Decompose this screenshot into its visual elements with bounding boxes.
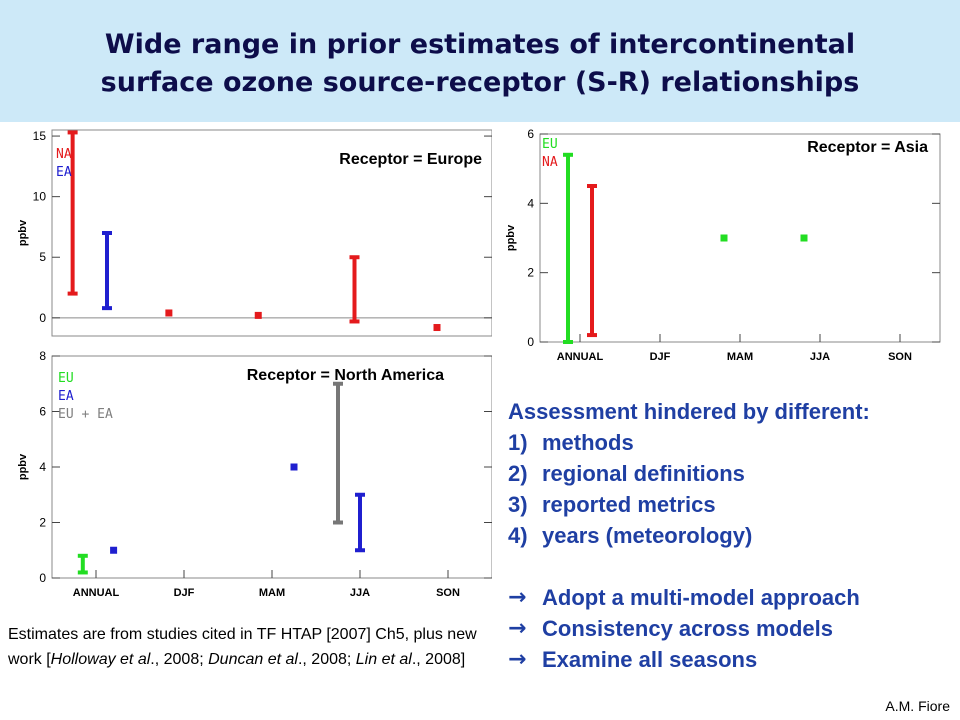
item-number: 1) <box>508 430 528 455</box>
footnote: Estimates are from studies cited in TF H… <box>8 622 498 672</box>
chart-svg: 0 5 10 15 ppbv NA EA Receptor = Europe <box>17 129 492 337</box>
data-point <box>254 311 262 319</box>
assessment-item: 2) regional definitions <box>508 458 870 489</box>
chart-europe: 0 5 10 15 ppbv NA EA Receptor = Europe <box>8 124 492 344</box>
chart-asia: 0 2 4 6 ppbv ANNUAL DJF MAM JJA SON EU NA Receptor =… <box>500 124 948 368</box>
chart-title: Receptor = North America <box>247 367 444 384</box>
y-tick-label: 15 <box>33 129 47 143</box>
x-tick-label: ANNUAL <box>73 587 120 599</box>
y-tick-label: 4 <box>527 196 534 210</box>
arrow-right-icon: → <box>508 647 527 672</box>
title-banner <box>0 0 960 122</box>
y-axis-label: ppbv <box>17 453 29 480</box>
assessment-heading: Assessment hindered by different: <box>508 399 870 424</box>
y-tick-label: 4 <box>39 460 46 474</box>
footnote-author: Duncan et al <box>208 651 298 668</box>
footnote-text: Estimates are from studies cited in TF H… <box>8 626 477 668</box>
action-text: Examine all seasons <box>542 647 758 672</box>
assessment-item: 3) reported metrics <box>508 489 870 520</box>
footnote-text: ., 2008] <box>411 651 466 668</box>
legend-entry: EU <box>58 371 74 386</box>
range-bar <box>333 381 343 525</box>
legend-entry: EA <box>58 389 74 404</box>
data-point <box>800 234 808 242</box>
range-bar <box>563 152 573 344</box>
y-tick-label: 8 <box>39 350 46 363</box>
x-tick-label: JJA <box>350 587 370 599</box>
y-tick-label: 5 <box>39 250 46 264</box>
x-tick-label: SON <box>888 351 912 363</box>
chart-svg: 0 2 4 6 ppbv ANNUAL DJF MAM JJA SON EU NA Receptor =… <box>505 127 941 363</box>
legend-entry: EA <box>56 165 72 180</box>
x-tick-label: MAM <box>727 351 753 363</box>
assessment-item: 4) years (meteorology) <box>508 520 870 551</box>
action-item: → Consistency across models <box>508 613 870 644</box>
chart-north-america: 0 2 4 6 8 ppbv ANNUAL DJF MAM JJA SON EU EA EU + EA Re… <box>8 350 492 612</box>
chart-title: Receptor = Europe <box>339 151 482 168</box>
legend-entry: NA <box>56 147 72 162</box>
slide-title: Wide range in prior estimates of interco… <box>0 26 960 102</box>
x-tick-label: DJF <box>650 351 671 363</box>
action-text: Consistency across models <box>542 616 834 641</box>
legend-entry: EU + EA <box>58 407 113 422</box>
x-tick-label: JJA <box>810 351 830 363</box>
plot-frame <box>539 133 941 343</box>
y-tick-label: 2 <box>39 516 46 530</box>
action-text: Adopt a multi-model approach <box>542 585 860 610</box>
chart-svg: 0 2 4 6 8 ppbv ANNUAL DJF MAM JJA SON EU EA EU + EA Re… <box>17 350 492 599</box>
item-text: reported metrics <box>542 492 716 517</box>
item-text: methods <box>542 430 634 455</box>
y-tick-label: 0 <box>39 311 46 325</box>
item-text: years (meteorology) <box>542 523 753 548</box>
item-number: 3) <box>508 492 528 517</box>
footnote-author: Holloway et al <box>50 651 151 668</box>
range-bar <box>587 184 597 338</box>
plot-frame <box>51 355 492 579</box>
y-tick-label: 6 <box>39 405 46 419</box>
title-line-2: surface ozone source-receptor (S-R) rela… <box>100 67 860 98</box>
chart-title: Receptor = Asia <box>807 139 928 156</box>
assessment-panel: Assessment hindered by different: 1) meth… <box>508 396 870 675</box>
range-bar <box>67 130 78 296</box>
assessment-item: 1) methods <box>508 427 870 458</box>
range-bar <box>102 231 112 311</box>
data-point <box>110 546 118 554</box>
arrow-right-icon: → <box>508 585 527 610</box>
author-credit: A.M. Fiore <box>885 698 950 714</box>
y-axis-label: ppbv <box>17 219 29 246</box>
action-item: → Examine all seasons <box>508 644 870 675</box>
item-number: 2) <box>508 461 528 486</box>
y-tick-label: 10 <box>33 190 47 204</box>
data-point <box>165 309 173 317</box>
x-tick-label: DJF <box>174 587 195 599</box>
range-bar <box>349 255 360 324</box>
arrow-right-icon: → <box>508 616 527 641</box>
y-tick-label: 0 <box>527 335 534 349</box>
range-bar <box>77 553 88 575</box>
footnote-author: Lin et al <box>355 651 412 668</box>
y-axis-label: ppbv <box>505 224 517 251</box>
item-text: regional definitions <box>542 461 745 486</box>
legend-entry: EU <box>542 137 558 152</box>
y-tick-label: 0 <box>39 571 46 585</box>
data-point <box>290 463 298 471</box>
y-tick-label: 2 <box>527 266 534 280</box>
range-bar <box>355 492 365 553</box>
x-tick-label: MAM <box>259 587 285 599</box>
y-tick-label: 6 <box>527 127 534 141</box>
legend-entry: NA <box>542 155 558 170</box>
plot-frame <box>51 129 492 337</box>
title-line-1: Wide range in prior estimates of interco… <box>104 29 856 60</box>
x-tick-label: ANNUAL <box>557 351 604 363</box>
data-point <box>720 234 728 242</box>
x-tick-label: SON <box>436 587 460 599</box>
item-number: 4) <box>508 523 528 548</box>
footnote-text: ., 2008; <box>297 651 356 668</box>
footnote-text: ., 2008; <box>150 651 209 668</box>
data-point <box>433 324 441 332</box>
action-item: → Adopt a multi-model approach <box>508 582 870 613</box>
